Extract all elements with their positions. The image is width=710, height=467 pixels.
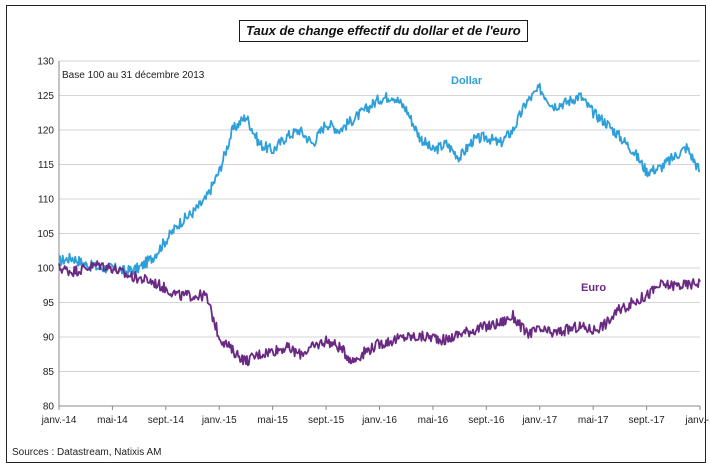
x-tick-label: janv.-15	[201, 415, 237, 426]
y-tick-label: 115	[38, 160, 54, 171]
base-note: Base 100 au 31 décembre 2013	[62, 70, 205, 81]
y-axis-ticks: 80 85 90 95 100 105 110 115 120 125 130	[37, 57, 54, 413]
series-lines	[58, 82, 701, 367]
series-labels: Dollar Euro	[451, 75, 606, 294]
x-tick-label: janv.-14	[41, 415, 77, 426]
gridlines	[58, 60, 700, 407]
y-tick-label: 120	[37, 126, 54, 137]
x-tick-label: mai-15	[257, 415, 288, 426]
source-note: Sources : Datastream, Natixis AM	[12, 447, 162, 458]
y-tick-label: 130	[37, 57, 54, 68]
x-tick-label: janv.-1	[684, 415, 710, 426]
x-tick-label: mai-14	[97, 415, 128, 426]
y-tick-label: 85	[43, 367, 55, 378]
x-tick-label: mai-16	[418, 415, 449, 426]
x-tick-label: mai-17	[578, 415, 609, 426]
chart-title: Taux de change effectif du dollar et de …	[239, 20, 528, 42]
x-axis-ticks: janv.-14 mai-14 sept.-14 janv.-15 mai-15 sept…	[41, 406, 710, 426]
series-line-dollar	[58, 82, 701, 277]
x-tick-label: sept.-14	[148, 415, 185, 426]
x-tick-label: sept.-17	[629, 415, 666, 426]
x-tick-label: janv.-17	[521, 415, 557, 426]
y-tick-label: 80	[43, 402, 55, 413]
y-tick-label: 100	[37, 264, 54, 275]
series-label-euro: Euro	[581, 282, 606, 294]
y-tick-label: 90	[43, 333, 55, 344]
series-line-euro	[58, 260, 701, 367]
x-tick-label: sept.-15	[308, 415, 345, 426]
series-label-dollar: Dollar	[451, 75, 483, 87]
y-tick-label: 105	[37, 229, 54, 240]
x-tick-label: janv.-16	[361, 415, 397, 426]
y-tick-label: 125	[37, 91, 54, 102]
x-tick-label: sept.-16	[468, 415, 505, 426]
y-tick-label: 95	[43, 298, 55, 309]
y-tick-label: 110	[38, 195, 54, 206]
